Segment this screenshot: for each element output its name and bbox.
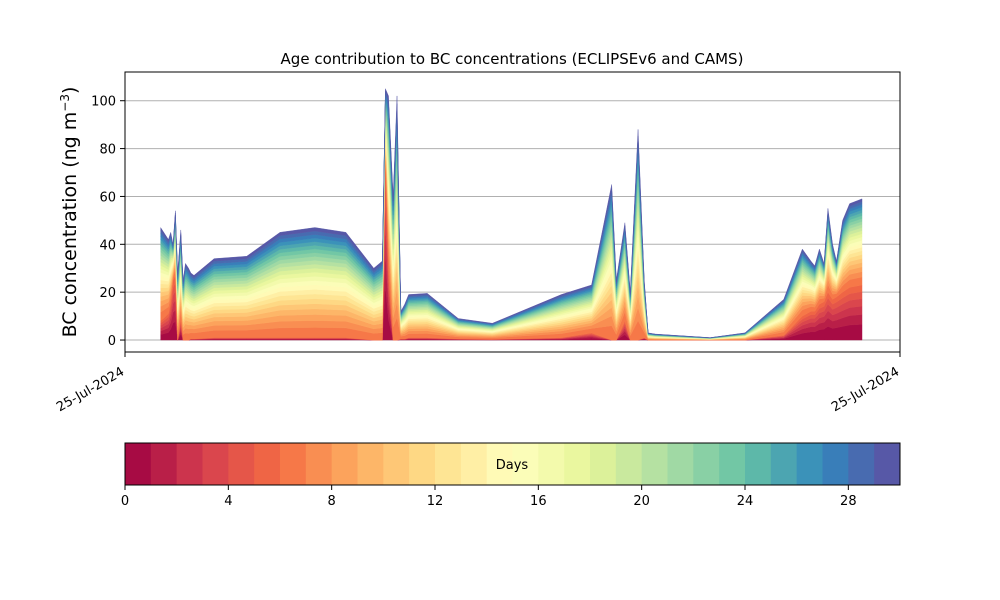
age-band-11 <box>160 127 863 340</box>
x-axis-ticks: 25-Jul-2024 25-Jul-2024 <box>54 352 902 415</box>
y-axis-label-close: ) <box>59 87 81 94</box>
age-bands <box>160 88 863 341</box>
colorbar-segment <box>383 443 410 485</box>
colorbar-segment <box>512 443 539 485</box>
colorbar-segment <box>874 443 901 485</box>
colorbar-segment <box>280 443 307 485</box>
colorbar-label: Days <box>496 458 529 473</box>
colorbar-segment <box>745 443 772 485</box>
colorbar-segment <box>822 443 849 485</box>
y-axis-label-superscript: −3 <box>58 94 72 112</box>
colorbar-segment <box>564 443 591 485</box>
colorbar-segment <box>409 443 436 485</box>
colorbar-segment <box>719 443 746 485</box>
colorbar-segment <box>202 443 229 485</box>
colorbar-ticks: 0 4 8 12 16 20 24 28 <box>121 485 857 509</box>
y-tick-label: 80 <box>99 143 116 158</box>
colorbar-frame <box>124 442 901 486</box>
colorbar-segment <box>538 443 565 485</box>
colorbar-segment <box>770 443 798 485</box>
chart-title: Age contribution to BC concentrations (E… <box>281 50 744 68</box>
x-tick-label: 25-Jul-2024 <box>829 364 902 415</box>
colorbar-tick-label: 28 <box>840 494 857 509</box>
colorbar-segment <box>693 443 720 485</box>
colorbar-segment <box>254 443 281 485</box>
y-axis-ticks: 0 20 40 60 80 100 <box>91 95 125 349</box>
colorbar-segment <box>305 443 333 485</box>
y-axis-label: BC concentration (ng m−3) <box>58 87 81 338</box>
colorbar-tick-label: 12 <box>427 494 444 509</box>
colorbar-segment <box>848 443 875 485</box>
colorbar-segment <box>125 443 152 485</box>
colorbar-segment <box>641 443 668 485</box>
colorbar-tick-label: 24 <box>737 494 754 509</box>
colorbar-segment <box>435 443 462 485</box>
colorbar <box>125 443 901 485</box>
colorbar-segment <box>486 443 513 485</box>
y-tick-label: 100 <box>91 95 116 110</box>
y-tick-label: 60 <box>99 190 116 205</box>
y-tick-label: 20 <box>99 286 116 301</box>
x-tick-label: 25-Jul-2024 <box>54 364 127 415</box>
colorbar-segment <box>357 443 384 485</box>
colorbar-segment <box>615 443 643 485</box>
age-band-29 <box>160 88 863 338</box>
colorbar-segment <box>667 443 694 485</box>
plot-frame <box>124 71 901 353</box>
colorbar-segment <box>590 443 617 485</box>
colorbar-segment <box>460 443 488 485</box>
colorbar-segment <box>176 443 203 485</box>
y-tick-label: 0 <box>108 334 116 349</box>
colorbar-tick-label: 4 <box>224 494 232 509</box>
colorbar-segment <box>228 443 255 485</box>
y-tick-label: 40 <box>99 238 116 253</box>
colorbar-segment <box>331 443 358 485</box>
colorbar-tick-label: 8 <box>328 494 336 509</box>
colorbar-segment <box>150 443 178 485</box>
colorbar-segment <box>796 443 823 485</box>
colorbar-tick-label: 16 <box>530 494 547 509</box>
colorbar-tick-label: 0 <box>121 494 129 509</box>
y-axis-label-text: BC concentration (ng m <box>59 112 81 338</box>
colorbar-tick-label: 20 <box>633 494 650 509</box>
